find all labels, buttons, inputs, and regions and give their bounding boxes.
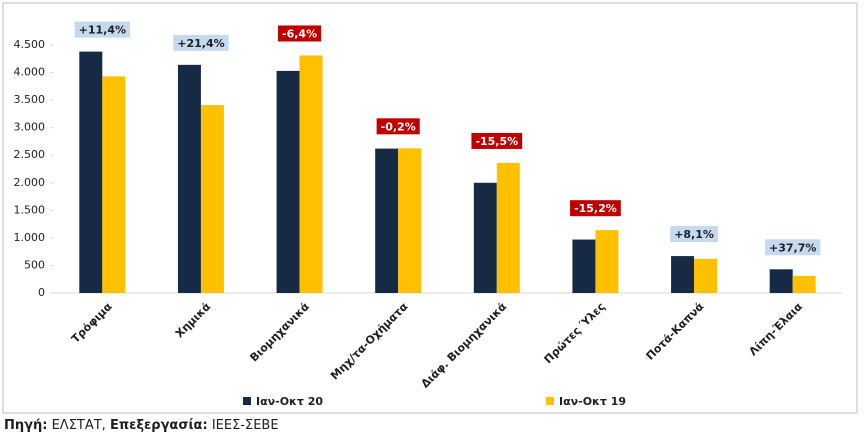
bar [299,55,323,293]
annotation-bg [471,132,523,149]
annotation-bg [74,21,131,38]
annotation-bg [764,239,821,256]
y-tick-label: 2.000 [14,176,46,189]
legend-swatch [546,397,554,405]
annotation: -6,4% [278,25,322,42]
annotation-label: -0,2% [381,120,416,133]
source-note: Πηγή: ΕΛΣΤΑΤ, Επεξεργασία: ΙΕΕΣ-ΣΕΒΕ [4,418,279,433]
bar [177,64,201,293]
bar [694,258,718,293]
chart-frame [2,2,858,414]
bar [276,70,300,293]
bar [769,269,793,293]
bar [200,105,224,294]
annotation: -15,5% [471,132,523,149]
annotation: -15,2% [570,200,621,217]
annotation-bg [278,25,322,42]
annotation: +8,1% [670,226,718,243]
annotation-bg [173,34,229,51]
annotation-bg [570,200,621,217]
legend-label: Ιαν-Οκτ 20 [256,395,323,408]
chart: 0 500 1.000 1.500 2.000 2.500 3.000 3.500 4.000 4… [2,2,858,414]
annotation-bg [670,226,718,243]
annotation-label: -15,2% [574,202,617,215]
annotation-label: +8,1% [674,228,714,241]
y-tick-label: 1.500 [14,203,46,216]
annotation-label: +21,4% [177,37,224,50]
bar [79,51,103,293]
bar [375,148,399,293]
bar [572,239,596,293]
y-tick-label: 4.000 [14,66,46,79]
bar [398,148,422,293]
bar [595,230,619,293]
bar [473,182,497,293]
annotation-label: -15,5% [475,135,518,148]
bar [102,76,126,293]
bar [792,275,816,293]
legend-swatch [243,397,251,405]
annotation: -0,2% [376,118,420,135]
annotation-label: +37,7% [769,241,816,254]
y-tick-label: 1.000 [14,231,46,244]
annotation: +37,7% [764,239,821,256]
source-part: Επεξεργασία: [109,418,208,433]
annotation: +21,4% [173,34,229,51]
bar [496,162,520,293]
y-tick-label: 4.500 [14,38,46,51]
legend-label: Ιαν-Οκτ 19 [559,395,626,408]
source-part: Πηγή: [4,418,48,433]
annotation: +11,4% [74,21,131,38]
y-tick-label: 3.000 [14,121,46,134]
y-tick-label: 3.500 [14,93,46,106]
source-part: ΕΛΣΤΑΤ, [47,418,110,433]
bar [671,256,695,293]
y-tick-label: 500 [24,258,45,271]
source-part: ΙΕΕΣ-ΣΕΒΕ [207,418,279,433]
annotation-bg [376,118,420,135]
annotation-label: -6,4% [282,27,317,40]
annotation-label: +11,4% [79,24,126,37]
y-tick-label: 2.500 [14,148,46,161]
y-tick-label: 0 [38,286,45,299]
